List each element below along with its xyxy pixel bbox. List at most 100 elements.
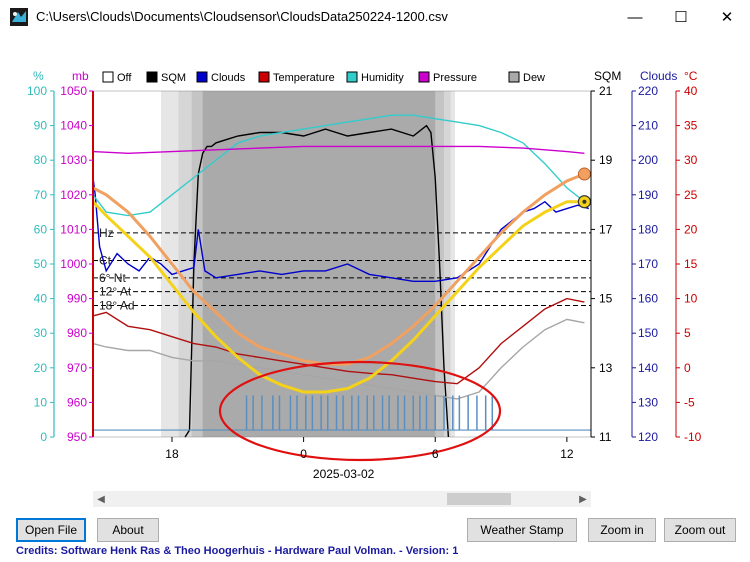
clouds-axis-title: Clouds [640,69,677,83]
humidity-tick-label: 80 [34,153,48,167]
minimize-icon: — [627,8,643,26]
x-tick-label: 0 [300,447,307,461]
clouds-tick-label: 170 [638,257,658,271]
scroll-right-arrow-icon[interactable]: ▶ [579,493,587,505]
x-axis-label: 2025-03-02 [313,467,375,481]
legend-swatch-off [102,71,114,83]
humidity-tick-label: 60 [34,222,48,236]
pressure-tick-label: 1000 [60,257,87,271]
pressure-tick-label: 980 [67,326,87,340]
sqm-tick-label: 15 [599,292,613,306]
temperature-tick-label: -5 [684,395,695,409]
sqm-tick-label: 11 [599,430,612,444]
humidity-tick-label: 40 [34,292,48,306]
legend-swatch-humidity [346,71,358,83]
legend-swatch-sqm [146,71,158,83]
clouds-tick-label: 130 [638,395,658,409]
series-line-temperature [92,297,585,385]
sqm-tick-label: 19 [599,153,613,167]
close-button[interactable]: ✕ [704,0,750,34]
zoom-in-button[interactable]: Zoom in [588,518,656,542]
humidity-tick-label: 30 [34,326,48,340]
series-line-sun-altitude [92,172,585,366]
clouds-tick-label: 210 [638,119,658,133]
zoom-out-button[interactable]: Zoom out [664,518,736,542]
x-tick-label: 6 [432,447,439,461]
scroll-thumb[interactable] [447,493,511,505]
twilight-label: Hz [99,226,114,240]
series-line-humidity [92,114,585,217]
clouds-tick-label: 160 [638,292,658,306]
humidity-tick-label: 0 [40,430,47,444]
temperature-tick-label: 0 [684,361,691,375]
annotation-ellipse [218,360,502,462]
series-line-moon-altitude [91,200,585,394]
scroll-left-arrow-icon[interactable]: ◀ [97,493,105,505]
legend-swatch-clouds [196,71,208,83]
temperature-tick-label: -10 [684,430,702,444]
legend-label-off: Off [117,72,132,84]
pressure-tick-label: 950 [67,430,87,444]
temperature-tick-label: 5 [684,326,691,340]
weather-stamp-button[interactable]: Weather Stamp [467,518,577,542]
clouds-tick-label: 120 [638,430,658,444]
legend-swatch-dew [508,71,520,83]
clouds-tick-label: 220 [638,84,658,98]
horizontal-scrollbar[interactable]: ◀ ▶ [93,491,591,507]
twilight-label: 12° At [99,285,132,299]
pressure-axis-title: mb [72,69,89,83]
temperature-tick-label: 20 [684,222,698,236]
temperature-axis-title: °C [684,69,698,83]
humidity-tick-label: 20 [34,361,48,375]
credits-text: Credits: Software Henk Ras & Theo Hooger… [16,545,459,557]
legend-label-temperature: Temperature [273,72,335,84]
clouds-tick-label: 150 [638,326,658,340]
maximize-icon: ☐ [674,9,688,26]
sun-marker [577,167,591,181]
legend-label-dew: Dew [523,72,545,84]
humidity-axis-title: % [33,69,44,83]
pressure-tick-label: 1030 [60,153,87,167]
humidity-tick-label: 10 [34,395,48,409]
maximize-button[interactable]: ☐ [658,0,704,34]
temperature-tick-label: 10 [684,292,698,306]
x-tick-label: 12 [560,447,574,461]
pressure-tick-label: 1040 [60,119,87,133]
moon-marker-dot [582,199,587,204]
clouds-tick-label: 140 [638,361,658,375]
twilight-label: 18° Ad [99,299,135,313]
legend-label-sqm: SQM [161,72,186,84]
sqm-tick-label: 21 [599,84,613,98]
pressure-tick-label: 990 [67,292,87,306]
humidity-tick-label: 70 [34,188,48,202]
series-line-sqm [184,124,450,438]
legend-swatch-pressure [418,71,430,83]
open-file-button[interactable]: Open File [16,518,86,542]
clouds-tick-label: 180 [638,222,658,236]
series-line-dew [92,318,585,400]
about-button[interactable]: About [97,518,159,542]
temperature-tick-label: 25 [684,188,698,202]
humidity-tick-label: 50 [34,257,48,271]
temperature-tick-label: 15 [684,257,698,271]
series-line-pressure [92,145,585,155]
cloudsensor-app-icon [10,8,28,26]
temperature-tick-label: 40 [684,84,698,98]
clouds-tick-label: 200 [638,153,658,167]
clouds-tick-label: 190 [638,188,658,202]
title-bar: C:\Users\Clouds\Documents\Cloudsensor\Cl… [0,0,750,34]
twilight-label: 6° Nt [99,271,126,285]
legend-label-clouds: Clouds [211,72,246,84]
close-icon: ✕ [720,9,734,26]
sqm-tick-label: 17 [599,222,613,236]
humidity-tick-label: 100 [27,84,47,98]
sqm-axis-title: SQM [594,69,621,83]
window-title: C:\Users\Clouds\Documents\Cloudsensor\Cl… [36,9,448,24]
pressure-tick-label: 960 [67,395,87,409]
x-tick-label: 18 [165,447,179,461]
pressure-tick-label: 970 [67,361,87,375]
minimize-button[interactable]: — [612,0,658,34]
pressure-tick-label: 1050 [60,84,87,98]
temperature-tick-label: 35 [684,119,698,133]
